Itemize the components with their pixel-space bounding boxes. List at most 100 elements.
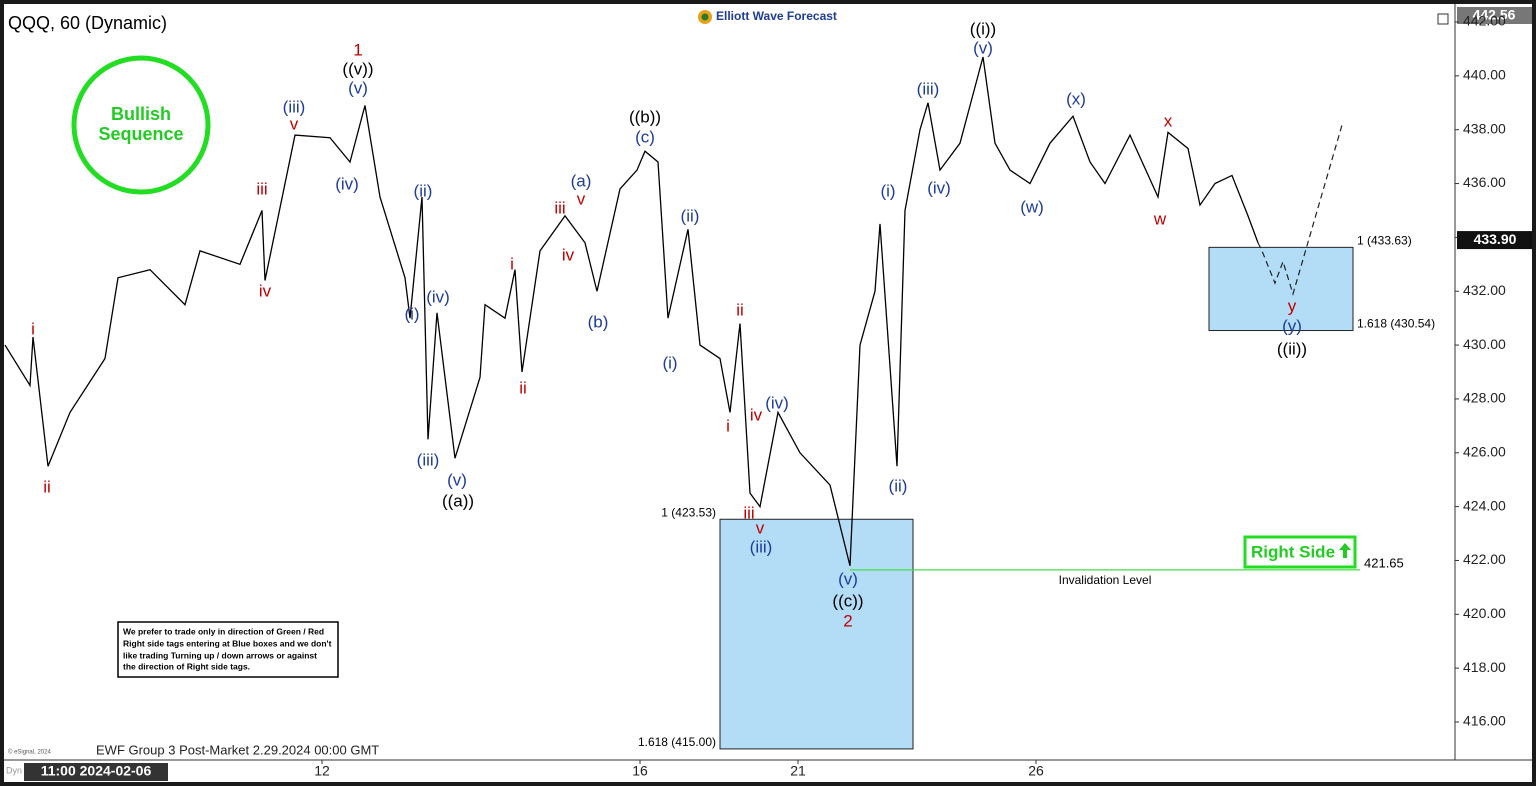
- x-tick-label: 12: [314, 763, 330, 779]
- y-tick-label: 422.00: [1463, 551, 1506, 567]
- blue-box: [1208, 246, 1354, 332]
- wave-label: ((v)): [342, 59, 373, 78]
- wave-label: (iii): [283, 97, 306, 116]
- y-tick-label: 418.00: [1463, 659, 1506, 675]
- y-tick-label: 440.00: [1463, 67, 1506, 83]
- wave-label: (iv): [335, 174, 359, 193]
- badge-circle: [71, 55, 211, 195]
- y-tick-label: 442.00: [1463, 13, 1506, 29]
- wave-label: (i): [880, 181, 895, 200]
- y-tick-label: 430.00: [1463, 336, 1506, 352]
- invalidation-text: Invalidation Level: [1059, 573, 1152, 587]
- fib-label: 1 (423.53): [661, 505, 716, 519]
- logo-icon-inner: [701, 13, 709, 21]
- wave-label: (ii): [681, 206, 700, 225]
- wave-label: (i): [404, 304, 419, 323]
- wave-label: iii: [554, 198, 565, 217]
- price-line: [4, 56, 1259, 567]
- y-tick-label: 436.00: [1463, 174, 1506, 190]
- wave-label: i: [510, 254, 514, 273]
- wave-label: ((ii)): [1277, 339, 1307, 358]
- wave-label: v: [577, 189, 586, 208]
- wave-label: (w): [1020, 198, 1044, 217]
- wave-label: 1: [353, 40, 362, 59]
- footer: EWF Group 3 Post-Market 2.29.2024 00:00 …: [96, 742, 379, 757]
- copyright: © eSignal, 2024: [8, 749, 51, 756]
- wave-label: ii: [519, 378, 527, 397]
- wave-label: v: [756, 518, 765, 537]
- wave-label: (x): [1066, 89, 1086, 108]
- wave-label: (iv): [426, 287, 450, 306]
- wave-label: (iii): [750, 538, 773, 557]
- note-line: like trading Turning up / down arrows or…: [123, 650, 317, 660]
- top-price-tag: [1457, 7, 1532, 24]
- wave-label: (iii): [917, 79, 940, 98]
- wave-label: (iv): [765, 394, 789, 413]
- wave-label: iii: [256, 179, 267, 198]
- note-line: Right side tags entering at Blue boxes a…: [123, 638, 332, 648]
- wave-label: iv: [259, 282, 272, 301]
- last-price: 433.90: [1474, 231, 1517, 247]
- y-tick-label: 438.00: [1463, 120, 1506, 136]
- badge-text: Bullish: [111, 104, 171, 124]
- y-tick-label: 424.00: [1463, 497, 1506, 513]
- wave-label: w: [1153, 209, 1167, 228]
- wave-label: ii: [43, 478, 51, 497]
- start-date: 11:00 2024-02-06: [41, 763, 152, 779]
- right-side-text: Right Side: [1251, 542, 1335, 561]
- wave-label: ((a)): [442, 492, 474, 511]
- wave-label: i: [726, 416, 730, 435]
- x-tick-label: 21: [790, 763, 806, 779]
- wave-label: ((c)): [832, 591, 863, 610]
- window-icon: [1437, 13, 1449, 25]
- wave-label: iv: [562, 245, 575, 264]
- wave-label: (y): [1282, 317, 1302, 336]
- projection-line: [1257, 121, 1344, 297]
- badge-text: Sequence: [98, 124, 183, 144]
- y-tick-label: 428.00: [1463, 390, 1506, 406]
- right-side-tag: [1243, 535, 1357, 569]
- last-price-tag: [1457, 231, 1532, 250]
- up-arrow: [1339, 543, 1351, 558]
- wave-label: ((b)): [629, 107, 661, 126]
- wave-label: v: [290, 114, 299, 133]
- wave-label: ii: [736, 300, 744, 319]
- wave-label: (v): [447, 471, 467, 490]
- note-line: the direction of Right side tags.: [123, 661, 250, 671]
- fib-label: 1.618 (430.54): [1357, 317, 1435, 331]
- y-tick-label: 420.00: [1463, 605, 1506, 621]
- dyn: Dyn: [6, 765, 22, 775]
- fib-label: 1 (433.63): [1357, 234, 1412, 248]
- wave-label: ((i)): [970, 19, 996, 38]
- top-price: 442.56: [1473, 7, 1516, 23]
- y-tick-label: 432.00: [1463, 282, 1506, 298]
- wave-label: i: [31, 319, 35, 338]
- chart-title: QQQ, 60 (Dynamic): [8, 13, 167, 33]
- x-tick-label: 26: [1028, 763, 1044, 779]
- wave-label: (a): [571, 171, 592, 190]
- note-line: We prefer to trade only in direction of …: [123, 626, 324, 636]
- wave-label: (iv): [927, 178, 951, 197]
- invalidation-value: 421.65: [1364, 555, 1404, 570]
- wave-label: y: [1288, 296, 1297, 315]
- blue-box: [719, 518, 914, 750]
- wave-label: (v): [838, 570, 858, 589]
- fib-label: 1.618 (415.00): [638, 735, 716, 749]
- wave-label: iii: [743, 503, 754, 522]
- wave-label: (v): [348, 79, 368, 98]
- wave-label: iv: [750, 405, 763, 424]
- y-tick-label: 426.00: [1463, 443, 1506, 459]
- note-box: [117, 621, 339, 678]
- wave-label: (iii): [417, 450, 440, 469]
- date-tag: [24, 763, 168, 781]
- wave-label: (i): [662, 353, 677, 372]
- wave-label: (c): [635, 128, 655, 147]
- brand: Elliott Wave Forecast: [716, 9, 837, 23]
- wave-label: 2: [843, 612, 852, 631]
- wave-label: (ii): [414, 181, 433, 200]
- x-tick-label: 16: [632, 763, 648, 779]
- wave-label: (v): [973, 38, 993, 57]
- wave-label: (ii): [889, 476, 908, 495]
